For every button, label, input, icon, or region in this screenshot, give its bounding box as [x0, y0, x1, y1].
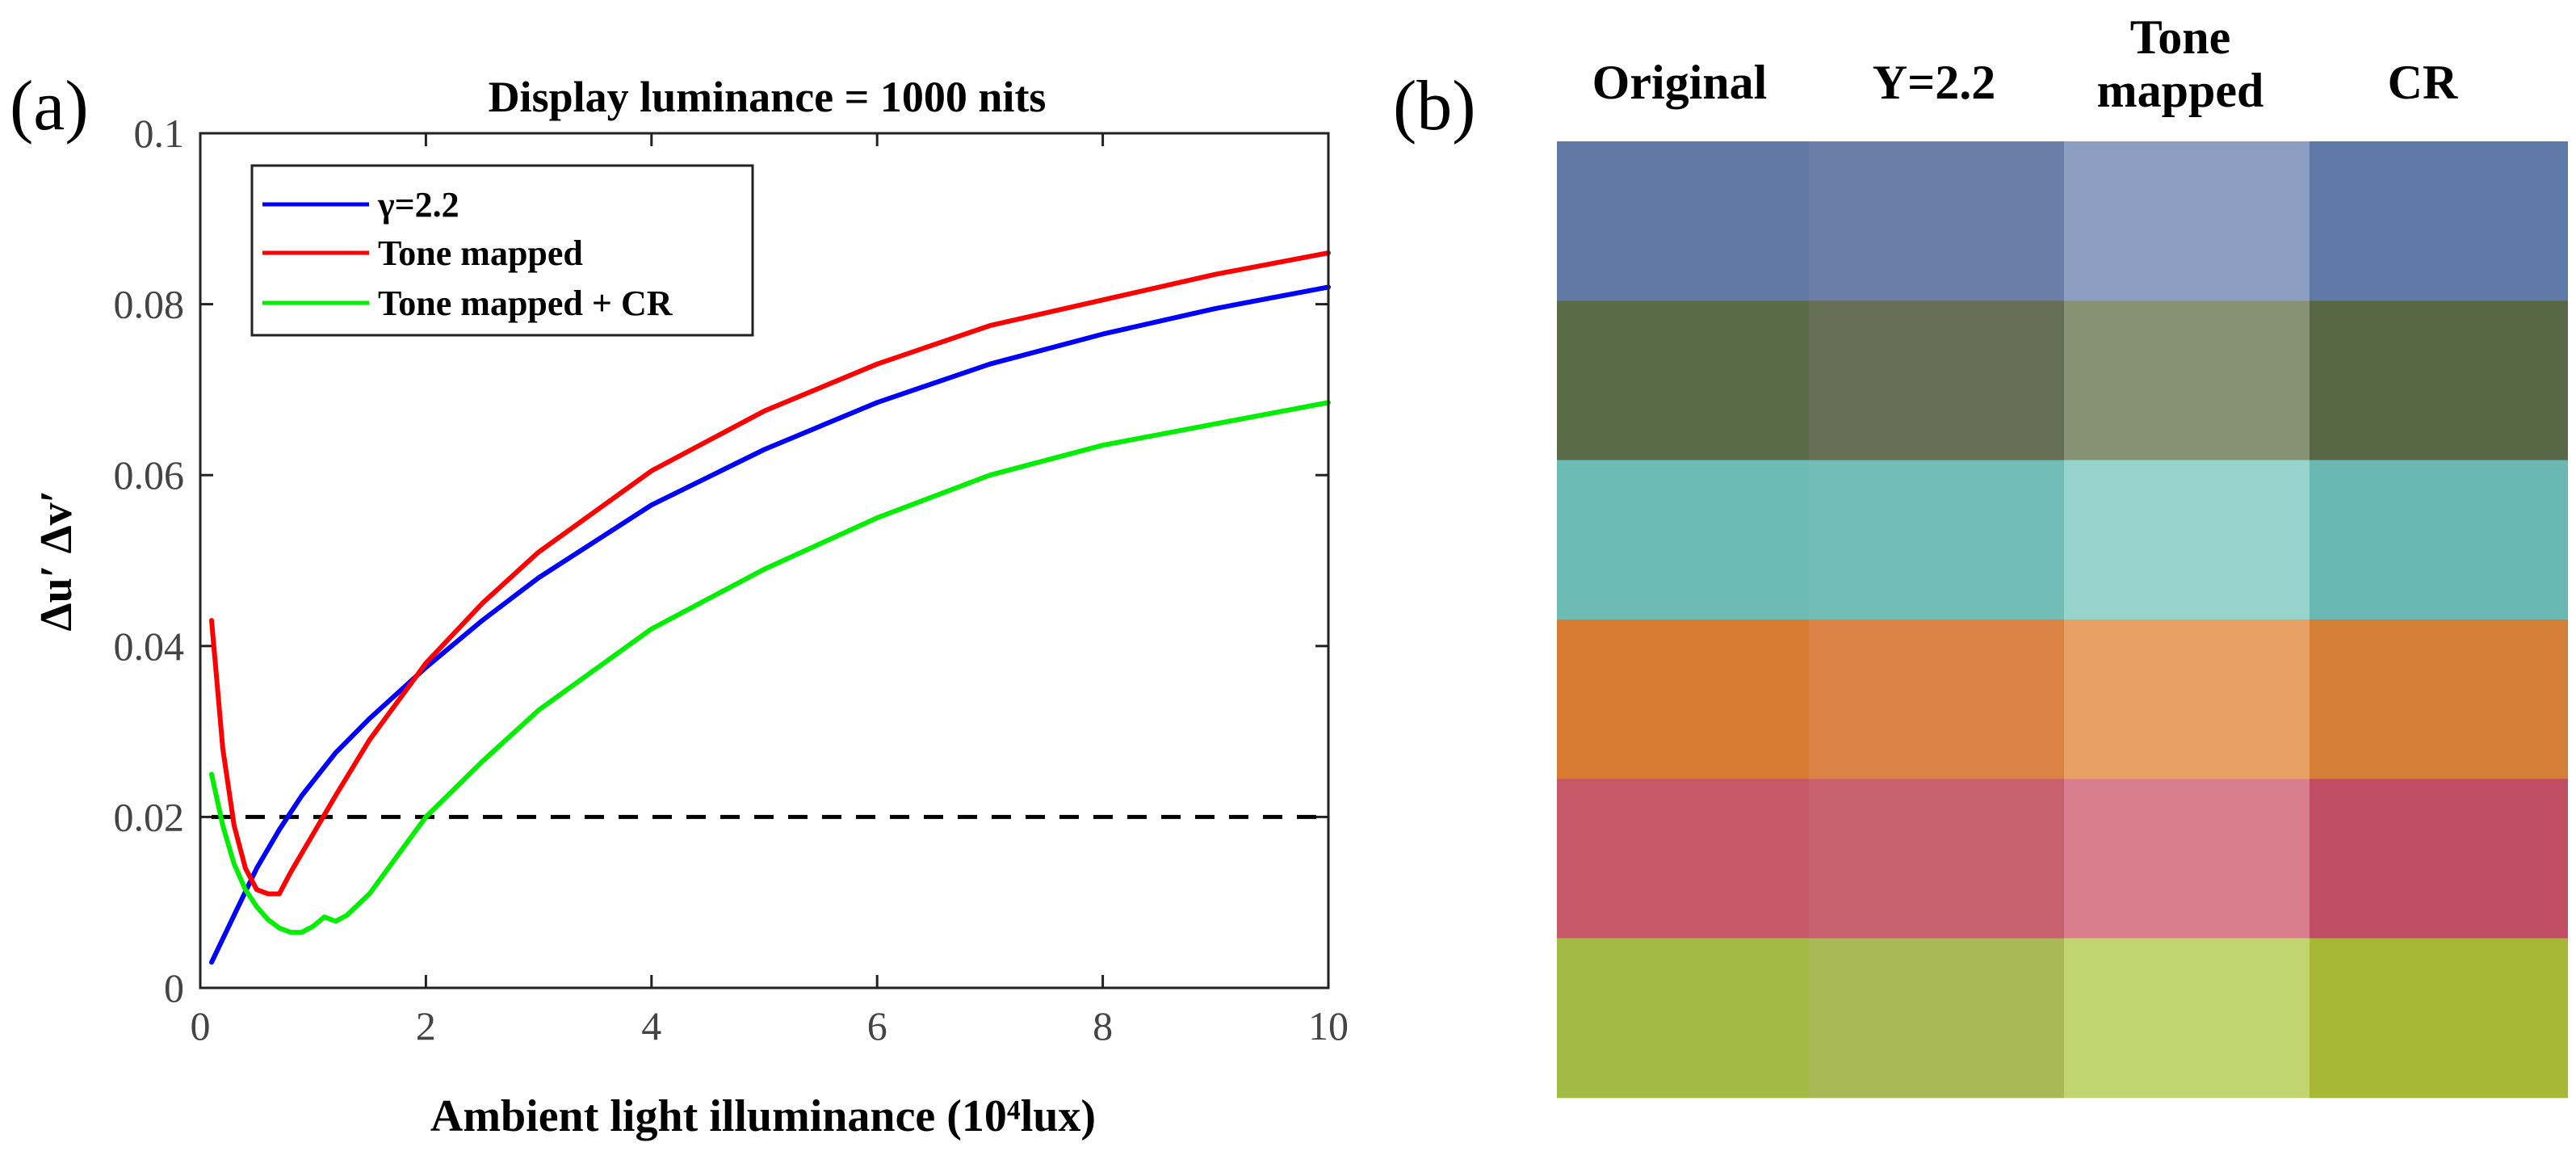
swatch-green-1	[1809, 938, 2064, 1099]
x-tick-label: 10	[1308, 1003, 1349, 1048]
panel-b-color-swatches: (b) Original Υ=2.2 Tone mapped CR	[1393, 11, 2568, 1099]
series-line-gamma	[209, 284, 1331, 965]
x-tick-label: 8	[1093, 1003, 1113, 1048]
x-tick-label: 0	[191, 1003, 211, 1048]
swatch-column-header: Tone mapped	[2097, 11, 2264, 117]
swatch-column-header: Original	[1592, 56, 1768, 109]
y-tick-label: 0	[164, 965, 184, 1010]
y-tick-label: 0.08	[114, 282, 185, 327]
x-tick-label: 4	[641, 1003, 661, 1048]
panel-a-line-chart: (a) Display luminance = 1000 nits 0 2 4 6 8 1…	[10, 67, 1349, 1141]
swatch-red-2	[2064, 779, 2310, 939]
series-layer	[209, 250, 1331, 965]
x-tick-label: 2	[416, 1003, 436, 1048]
x-axis-ticks: 0 2 4 6 8 10	[191, 133, 1349, 1048]
swatch-teal-1	[1809, 460, 2064, 620]
swatch-olive-1	[1809, 300, 2064, 461]
y-tick-label: 0.04	[114, 624, 185, 669]
swatch-blue-0	[1557, 141, 1809, 301]
swatch-teal-3	[2310, 460, 2568, 620]
swatch-orange-3	[2310, 619, 2568, 779]
swatch-orange-0	[1557, 619, 1809, 779]
swatch-teal-0	[1557, 460, 1809, 620]
y-axis-label: Δu′ Δv′	[31, 490, 82, 632]
x-tick-label: 6	[867, 1003, 887, 1048]
swatch-red-3	[2310, 779, 2568, 939]
swatch-column-header: CR	[2388, 56, 2458, 109]
swatch-olive-3	[2310, 300, 2568, 461]
legend: γ=2.2 Tone mapped Tone mapped + CR	[250, 164, 754, 337]
y-tick-label: 0.1	[134, 111, 185, 156]
swatch-blue-2	[2064, 141, 2310, 301]
legend-box	[250, 164, 754, 337]
plot-frame	[199, 132, 1330, 989]
y-tick-label: 0.06	[114, 452, 185, 498]
panel-a-label: (a)	[10, 67, 89, 145]
y-tick-label: 0.02	[114, 794, 185, 839]
swatch-blue-1	[1809, 141, 2064, 301]
x-axis-label: Ambient light illuminance (10⁴lux)	[430, 1091, 1096, 1141]
swatch-red-1	[1809, 779, 2064, 939]
swatch-blue-3	[2310, 141, 2568, 301]
y-axis-ticks: 0 0.02 0.04 0.06 0.08 0.1	[114, 111, 1328, 1010]
swatch-red-0	[1557, 779, 1809, 939]
swatch-olive-0	[1557, 300, 1809, 461]
swatch-green-0	[1557, 938, 1809, 1099]
chart-title: Display luminance = 1000 nits	[489, 73, 1047, 121]
swatch-green-2	[2064, 938, 2310, 1099]
legend-label-gamma: γ=2.2	[377, 185, 459, 225]
series-line-tone-mapped	[209, 250, 1331, 897]
panel-b-label: (b)	[1393, 67, 1476, 145]
swatch-orange-2	[2064, 619, 2310, 779]
swatch-column-header: Υ=2.2	[1873, 56, 1996, 109]
swatch-teal-2	[2064, 460, 2310, 620]
legend-label-tone-mapped: Tone mapped	[378, 233, 583, 273]
legend-label-tone-mapped-cr: Tone mapped + CR	[378, 284, 673, 323]
swatch-column-headers: Original Υ=2.2 Tone mapped CR	[1592, 11, 2458, 117]
swatch-olive-2	[2064, 300, 2310, 461]
swatch-orange-1	[1809, 619, 2064, 779]
series-line-tone-mapped-cr	[209, 400, 1331, 935]
swatch-green-3	[2310, 938, 2568, 1099]
swatch-grid	[1557, 141, 2568, 1099]
